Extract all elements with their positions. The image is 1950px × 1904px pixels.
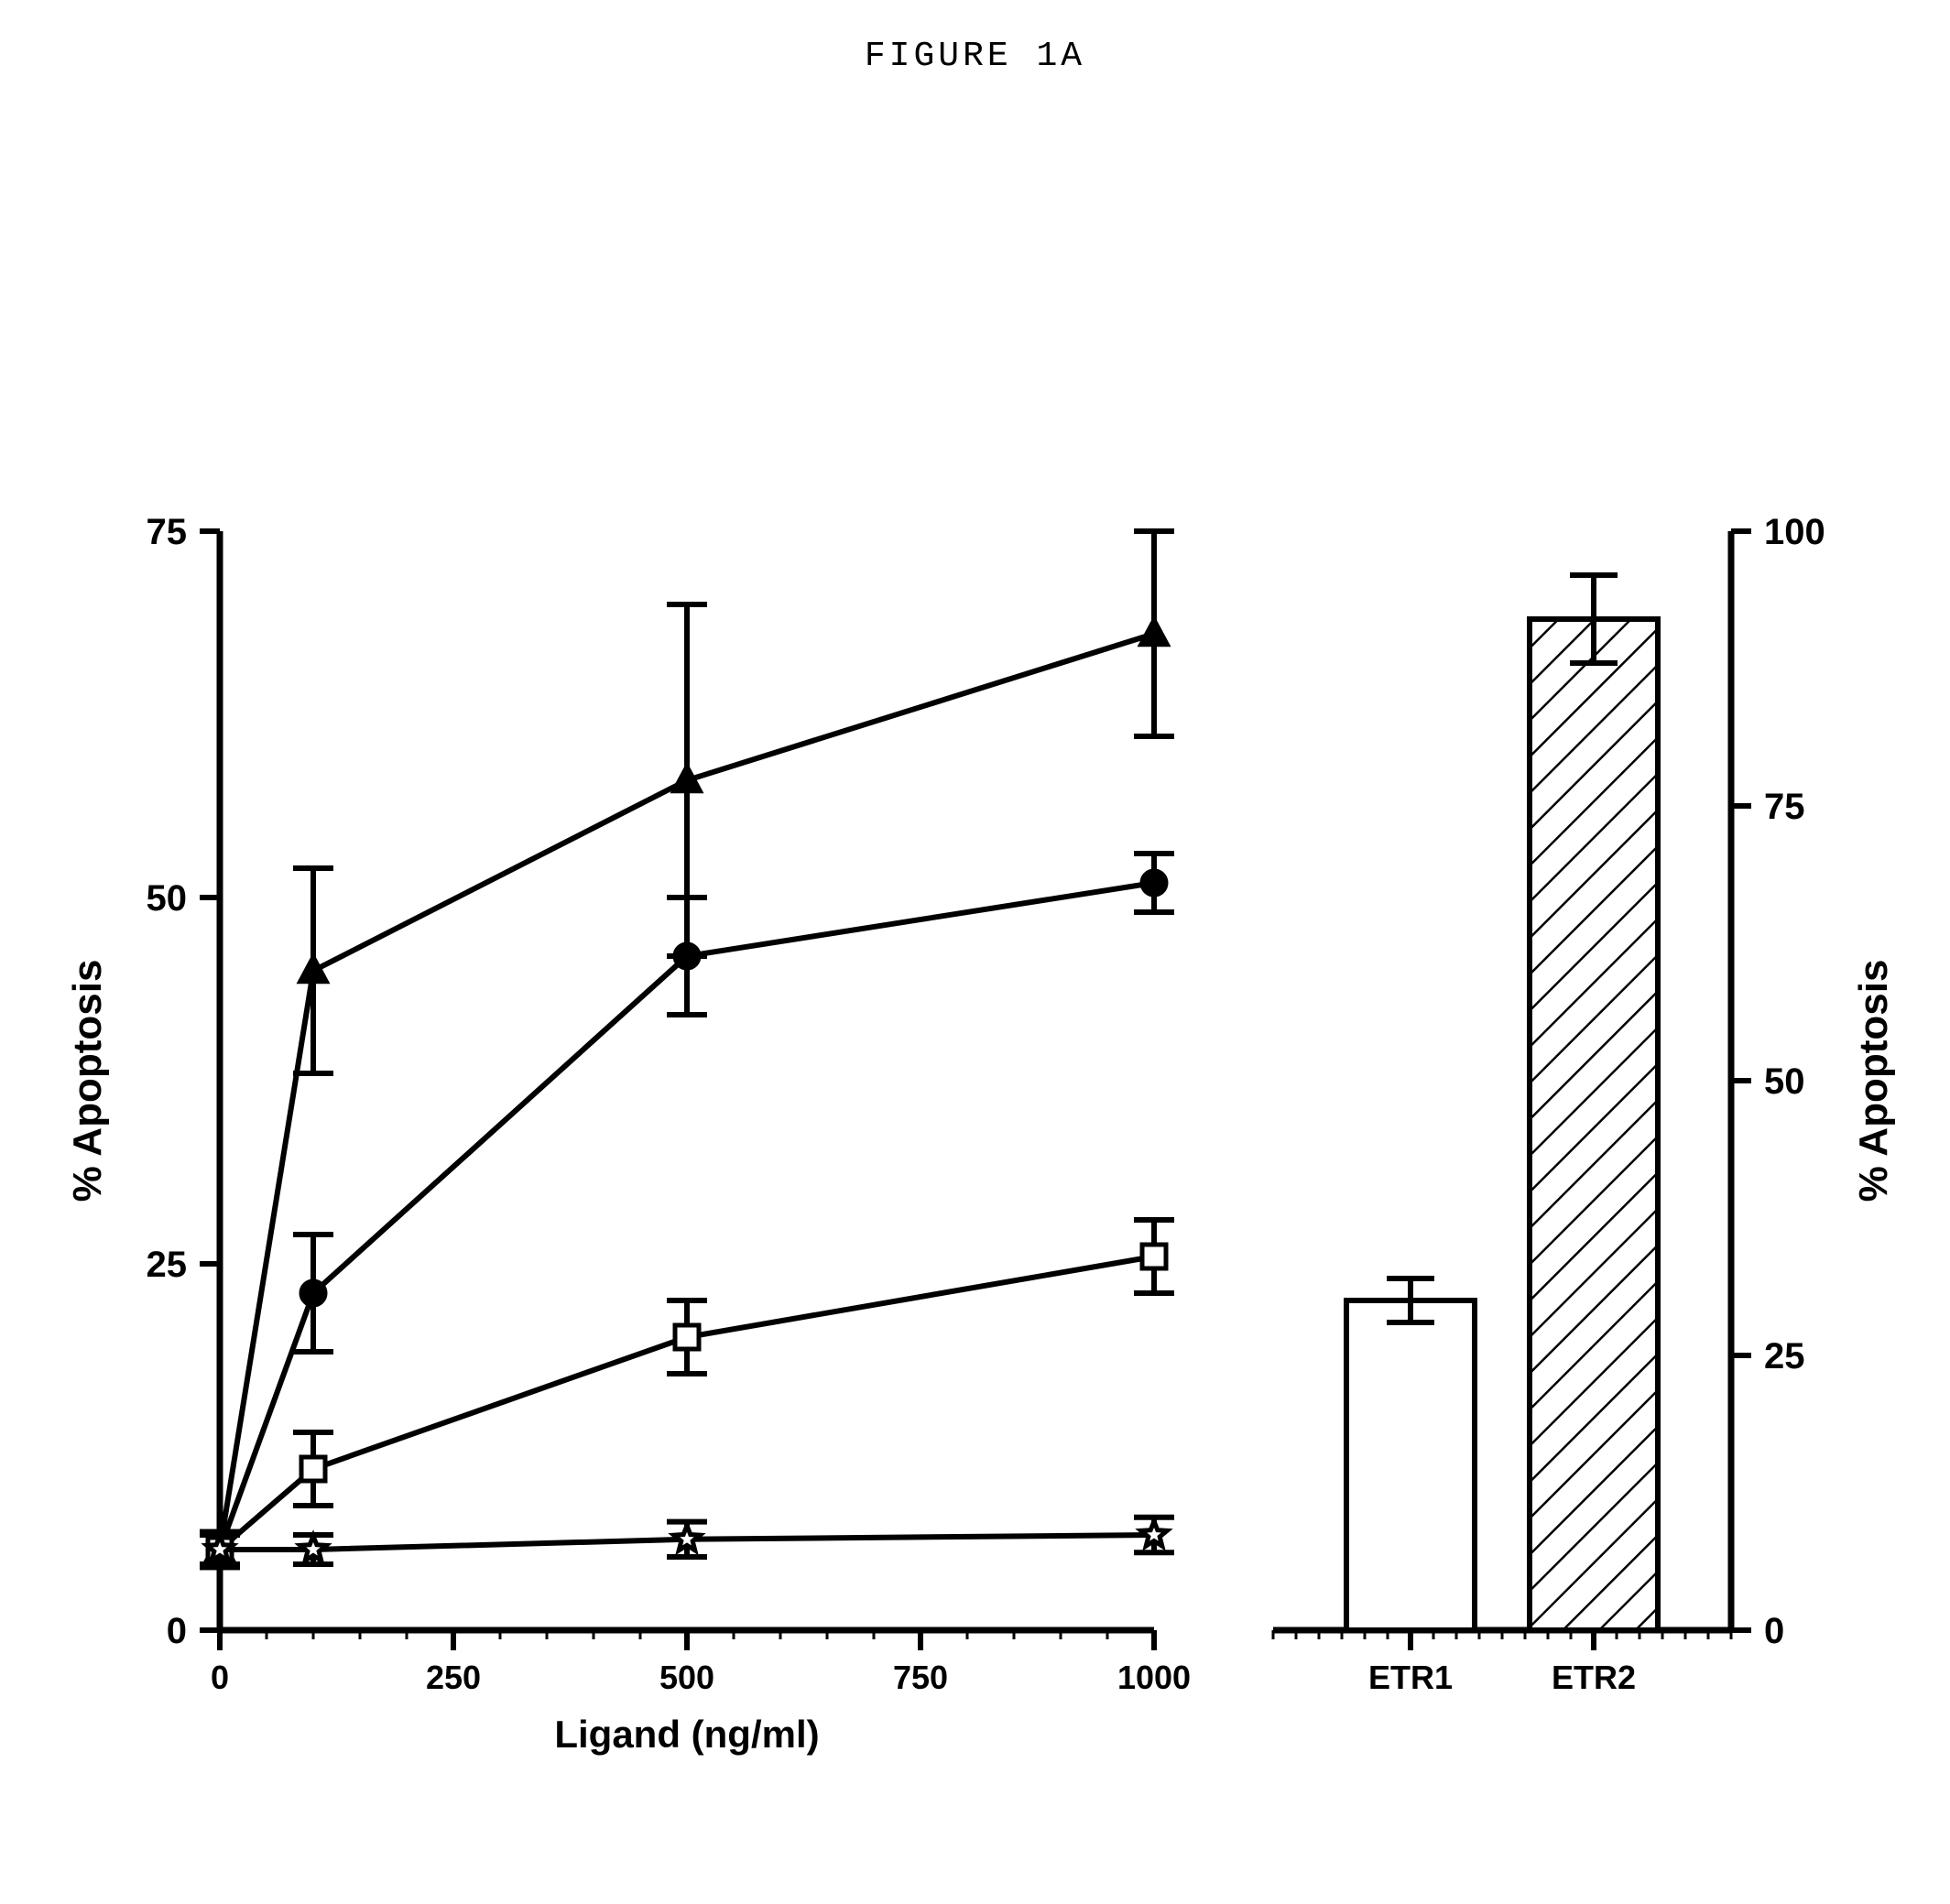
figure-title: FIGURE 1A bbox=[0, 37, 1950, 76]
bar-ETR2 bbox=[1530, 619, 1658, 1630]
svg-text:75: 75 bbox=[1764, 787, 1805, 827]
svg-text:250: 250 bbox=[426, 1659, 481, 1696]
bar-chart: 0 25 50 75 100 % Apoptosis ETR1 ETR2 bbox=[1273, 512, 1896, 1696]
series-square-open bbox=[200, 1220, 1174, 1567]
figure-svg: 025050075010000255075Ligand (ng/ml)% Apo… bbox=[0, 0, 1950, 1904]
svg-text:500: 500 bbox=[659, 1659, 714, 1696]
bar-ETR1 bbox=[1346, 1300, 1475, 1630]
svg-text:50: 50 bbox=[147, 878, 188, 919]
svg-text:% Apoptosis: % Apoptosis bbox=[65, 960, 110, 1202]
svg-text:25: 25 bbox=[1764, 1336, 1805, 1376]
svg-text:1000: 1000 bbox=[1117, 1659, 1191, 1696]
svg-text:% Apoptosis: % Apoptosis bbox=[1851, 960, 1896, 1202]
svg-text:0: 0 bbox=[167, 1611, 187, 1651]
series-star-open bbox=[200, 1518, 1174, 1564]
svg-text:0: 0 bbox=[211, 1659, 229, 1696]
svg-text:0: 0 bbox=[1764, 1611, 1784, 1651]
svg-text:ETR2: ETR2 bbox=[1552, 1659, 1636, 1696]
svg-text:25: 25 bbox=[147, 1245, 188, 1285]
series-triangle-filled bbox=[200, 531, 1174, 1567]
svg-text:750: 750 bbox=[893, 1659, 948, 1696]
svg-text:ETR1: ETR1 bbox=[1368, 1659, 1453, 1696]
svg-text:50: 50 bbox=[1764, 1061, 1805, 1102]
svg-text:Ligand (ng/ml): Ligand (ng/ml) bbox=[554, 1713, 819, 1756]
svg-text:100: 100 bbox=[1764, 512, 1825, 552]
line-chart: 0 250 500 750 1000 0 25 50 75 Ligand (ng/ml) % Apo… bbox=[65, 512, 1191, 1756]
svg-text:75: 75 bbox=[147, 512, 188, 552]
